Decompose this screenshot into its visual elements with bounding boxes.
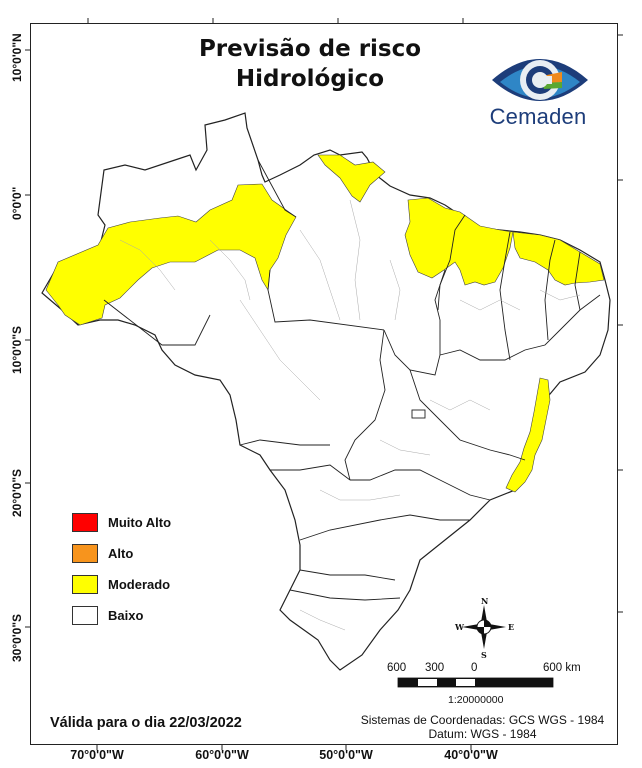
lat-label-20s: 20°0'0"S: [10, 468, 24, 517]
moderado-regions: [45, 154, 605, 493]
lat-label-10s: 10°0'0"S: [10, 325, 24, 374]
valid-date: Válida para o dia 22/03/2022: [50, 715, 242, 731]
scale-label-300: 300: [425, 662, 445, 674]
crs-line-2: Datum: WGS - 1984: [428, 727, 537, 741]
scale-label-0: 0: [471, 662, 478, 674]
legend-swatch-muito-alto: [72, 513, 98, 532]
map-title: Previsão de risco Hidrológico: [160, 34, 460, 94]
lon-label-40w: 40°0'0"W: [444, 748, 498, 762]
lon-label-50w: 50°0'0"W: [319, 748, 373, 762]
legend-swatch-alto: [72, 544, 98, 563]
coordinate-system-info: Sistemas de Coordenadas: GCS WGS - 1984 …: [350, 713, 615, 741]
compass-s: S: [481, 650, 487, 660]
state-borders: [103, 159, 601, 601]
lat-label-10n: 10°0'0"N: [10, 33, 24, 82]
legend-label: Alto: [108, 546, 134, 561]
compass-n: N: [481, 596, 489, 606]
legend-label: Moderado: [108, 577, 171, 592]
scale-bar: [397, 677, 554, 688]
lat-label-0: 0°0'0": [10, 186, 24, 220]
region-borders: [119, 199, 581, 631]
legend-label: Muito Alto: [108, 515, 172, 530]
scale-ratio: 1:20000000: [448, 694, 504, 706]
legend-label: Baixo: [108, 608, 144, 623]
legend-swatch-moderado: [72, 575, 98, 594]
lon-label-70w: 70°0'0"W: [70, 748, 124, 762]
legend-item-alto: Alto: [72, 538, 171, 569]
scale-label-600km: 600 km: [543, 662, 581, 674]
lat-label-30s: 30°0'0"S: [10, 613, 24, 662]
lon-label-60w: 60°0'0"W: [195, 748, 249, 762]
compass-e: E: [508, 622, 515, 632]
frame-ticks: [25, 18, 623, 750]
north-arrow-icon: [462, 605, 506, 649]
title-line-2: Hidrológico: [235, 66, 385, 92]
legend-item-moderado: Moderado: [72, 569, 171, 600]
legend-item-muito-alto: Muito Alto: [72, 507, 171, 538]
compass-w: W: [455, 622, 464, 632]
logo-text: Cemaden: [489, 104, 587, 129]
crs-line-1: Sistemas de Coordenadas: GCS WGS - 1984: [360, 713, 605, 727]
legend: Muito Alto Alto Moderado Baixo: [72, 507, 171, 631]
scale-label-600: 600: [387, 662, 407, 674]
legend-swatch-baixo: [72, 606, 98, 625]
title-line-1: Previsão de risco: [198, 36, 422, 62]
legend-item-baixo: Baixo: [72, 600, 171, 631]
cemaden-eye-logo-icon: [492, 59, 588, 101]
